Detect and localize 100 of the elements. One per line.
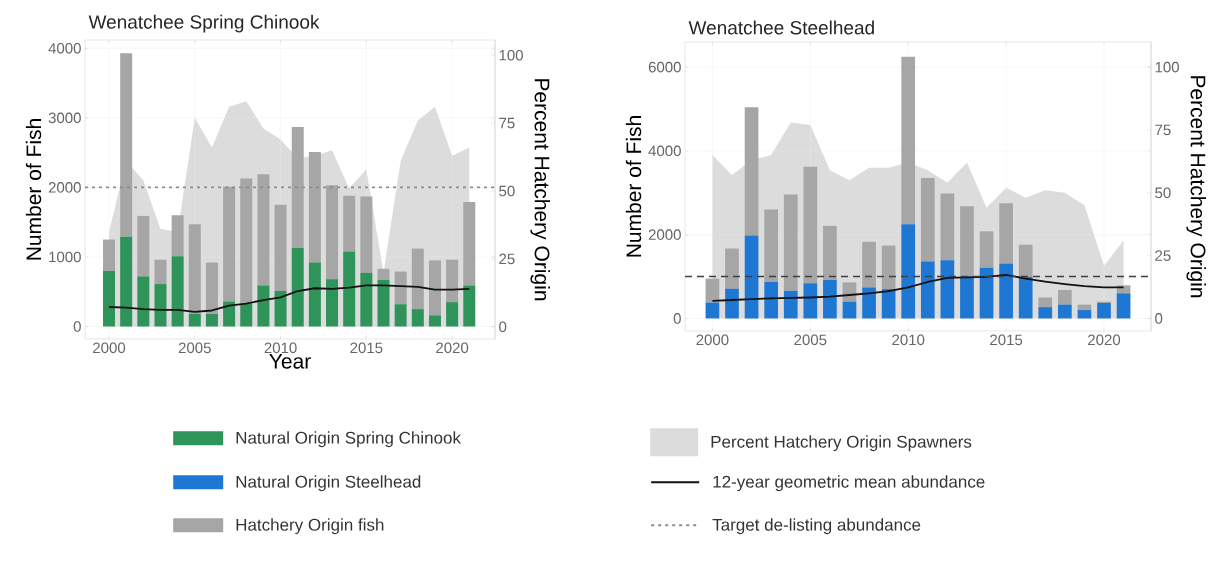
bar bbox=[308, 151, 321, 263]
bar bbox=[1058, 304, 1072, 319]
bar bbox=[240, 303, 253, 327]
legend-label: Hatchery Origin fish bbox=[236, 518, 384, 535]
x-tick-label: 2000 bbox=[696, 334, 729, 346]
y-tick-label: 3000 bbox=[48, 112, 81, 124]
bar bbox=[377, 268, 390, 280]
bar bbox=[823, 279, 837, 319]
bar bbox=[940, 260, 955, 319]
y2-tick-label: 75 bbox=[1155, 124, 1171, 136]
bar bbox=[360, 272, 373, 327]
bar bbox=[862, 241, 876, 288]
bar bbox=[725, 248, 739, 289]
bar bbox=[979, 267, 994, 319]
y-axis-title: Number of Fish bbox=[25, 119, 42, 260]
line-series bbox=[711, 273, 1125, 302]
bar bbox=[725, 288, 739, 319]
x-tick-label: 2005 bbox=[794, 334, 827, 346]
bar bbox=[901, 56, 916, 225]
bar bbox=[205, 313, 218, 327]
bar bbox=[377, 279, 390, 327]
bar bbox=[446, 302, 459, 327]
bar bbox=[920, 178, 935, 262]
legend-label: 12-year geometric mean abundance bbox=[713, 475, 985, 492]
bar bbox=[154, 259, 167, 285]
bar bbox=[205, 262, 218, 314]
bar bbox=[428, 260, 441, 316]
bar bbox=[120, 53, 133, 237]
bar bbox=[842, 301, 857, 319]
bar bbox=[783, 194, 798, 291]
y-tick-label: 4000 bbox=[48, 43, 81, 54]
bar bbox=[446, 259, 459, 303]
bar bbox=[154, 284, 167, 327]
y-tick-label: 0 bbox=[73, 321, 81, 332]
bar bbox=[1038, 297, 1053, 308]
x-tick-label: 2005 bbox=[178, 342, 211, 354]
x-axis-title: Year bbox=[269, 354, 311, 369]
y-tick-label: 2000 bbox=[48, 182, 81, 193]
bar bbox=[240, 178, 253, 304]
bar bbox=[1058, 289, 1072, 305]
bar bbox=[188, 313, 201, 327]
bar bbox=[803, 283, 818, 319]
x-tick-label: 2015 bbox=[990, 334, 1023, 346]
bar bbox=[137, 215, 150, 277]
bar bbox=[881, 245, 896, 290]
bar bbox=[326, 185, 339, 280]
bar bbox=[920, 261, 935, 319]
legend-label: Percent Hatchery Origin Spawners bbox=[711, 435, 972, 452]
x-tick-label: 2015 bbox=[350, 342, 383, 354]
bar bbox=[360, 196, 373, 273]
bar bbox=[394, 271, 407, 305]
bar bbox=[394, 304, 407, 327]
bar bbox=[223, 186, 236, 302]
y-tick-label: 0 bbox=[673, 313, 681, 324]
bar bbox=[979, 231, 994, 268]
line-series bbox=[108, 284, 471, 313]
y-tick-label: 6000 bbox=[648, 61, 681, 73]
x-tick-label: 2020 bbox=[436, 342, 469, 354]
bar bbox=[764, 282, 779, 319]
bar bbox=[343, 251, 356, 327]
bar bbox=[999, 263, 1013, 319]
y-tick-label: 1000 bbox=[49, 251, 81, 263]
y2-tick-label: 0 bbox=[499, 321, 507, 333]
bar bbox=[463, 285, 476, 327]
x-tick-label: 2010 bbox=[264, 342, 297, 354]
bar bbox=[411, 248, 424, 310]
bar bbox=[223, 301, 236, 327]
bar bbox=[1038, 307, 1053, 319]
x-tick-label: 2010 bbox=[892, 334, 925, 346]
bar bbox=[428, 315, 441, 327]
bar bbox=[862, 287, 876, 319]
bar bbox=[1097, 302, 1111, 319]
bar bbox=[744, 235, 759, 319]
legend-label: Natural Origin Steelhead bbox=[236, 475, 421, 492]
bar bbox=[137, 276, 150, 327]
chart-title: Wenatchee Spring Chinook bbox=[88, 14, 320, 33]
legend-label: Natural Origin Spring Chinook bbox=[236, 431, 461, 448]
bar bbox=[171, 215, 184, 257]
x-tick-label: 2020 bbox=[1088, 334, 1121, 346]
bar bbox=[274, 204, 287, 292]
bar bbox=[171, 256, 184, 327]
y2-tick-label: 50 bbox=[499, 185, 515, 197]
y2-tick-label: 100 bbox=[499, 49, 523, 61]
bar bbox=[960, 276, 974, 319]
y2-tick-label: 25 bbox=[1155, 250, 1171, 261]
bar bbox=[1116, 293, 1131, 319]
bar bbox=[257, 285, 270, 327]
y-axis-title: Number of Fish bbox=[625, 116, 642, 257]
bar bbox=[103, 270, 116, 327]
bar bbox=[1077, 310, 1092, 319]
bar bbox=[343, 195, 356, 252]
y2-axis-title: Percent Hatchery Origin bbox=[530, 79, 550, 301]
bar bbox=[823, 225, 837, 280]
bar bbox=[705, 278, 720, 303]
bar bbox=[463, 202, 476, 286]
bar bbox=[764, 209, 779, 282]
bar bbox=[960, 206, 974, 277]
bar bbox=[326, 279, 339, 327]
bar bbox=[411, 309, 424, 327]
y2-tick-label: 0 bbox=[1155, 313, 1163, 324]
